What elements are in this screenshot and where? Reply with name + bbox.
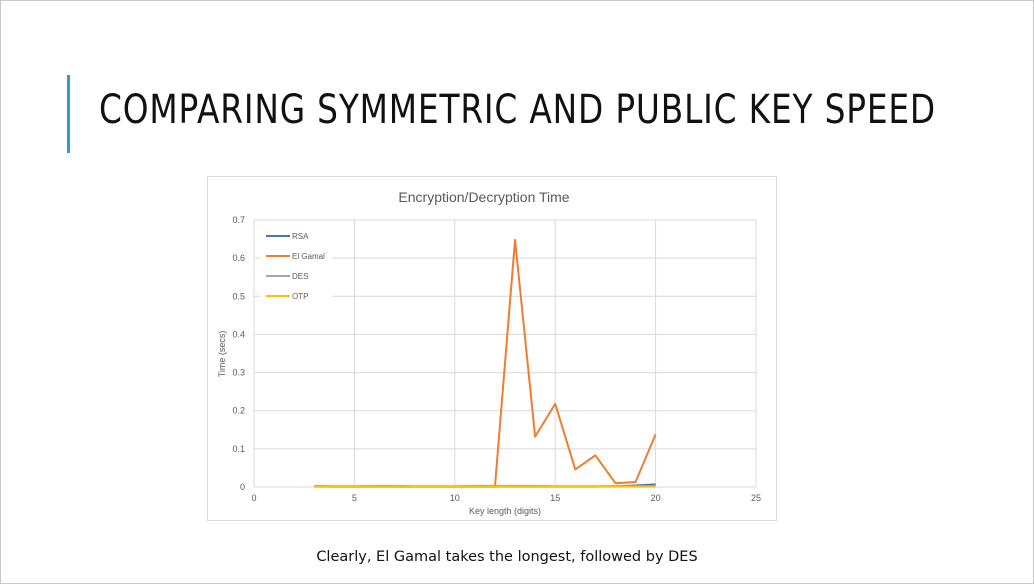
y-tick-label: 0.6 <box>232 253 245 263</box>
x-tick-label: 5 <box>352 493 357 503</box>
y-tick-label: 0 <box>240 482 245 492</box>
y-tick-label: 0.7 <box>232 215 245 225</box>
x-tick-label: 25 <box>751 493 761 503</box>
chart-title: Encryption/Decryption Time <box>398 189 569 205</box>
x-tick-label: 0 <box>251 493 256 503</box>
legend-label-otp: OTP <box>292 292 308 301</box>
legend-label-des: DES <box>292 272 308 281</box>
series-line-el-gamal <box>314 238 657 488</box>
series-lines <box>314 238 657 488</box>
legend: RSA El Gamal DES OTP <box>260 227 332 303</box>
title-accent-bar <box>67 75 70 153</box>
y-axis-title: Time (secs) <box>217 331 227 378</box>
x-axis-title: Key length (digits) <box>469 506 541 516</box>
legend-background <box>260 227 332 303</box>
y-tick-label: 0.1 <box>232 444 245 454</box>
y-tick-label: 0.3 <box>232 368 245 378</box>
line-chart: Encryption/Decryption Time 0 0.1 0.2 0.3 0.4… <box>217 189 761 516</box>
x-tick-label: 15 <box>550 493 560 503</box>
chart-container[interactable]: Encryption/Decryption Time 0 0.1 0.2 0.3 0.4… <box>207 176 777 521</box>
legend-label-rsa: RSA <box>292 232 309 241</box>
gridlines <box>253 219 757 488</box>
slide-caption: Clearly, El Gamal takes the longest, fol… <box>316 549 698 565</box>
tick-labels: 0 0.1 0.2 0.3 0.4 0.5 0.6 0.7 0 5 10 15 20 25 <box>232 215 761 503</box>
x-tick-label: 10 <box>450 493 460 503</box>
slide-title: COMPARING SYMMETRIC AND PUBLIC KEY SPEED <box>99 87 937 133</box>
y-tick-label: 0.5 <box>232 291 245 301</box>
legend-label-el-gamal: El Gamal <box>292 252 325 261</box>
y-tick-label: 0.2 <box>232 406 245 416</box>
y-tick-label: 0.4 <box>232 329 245 339</box>
x-tick-label: 20 <box>651 493 661 503</box>
